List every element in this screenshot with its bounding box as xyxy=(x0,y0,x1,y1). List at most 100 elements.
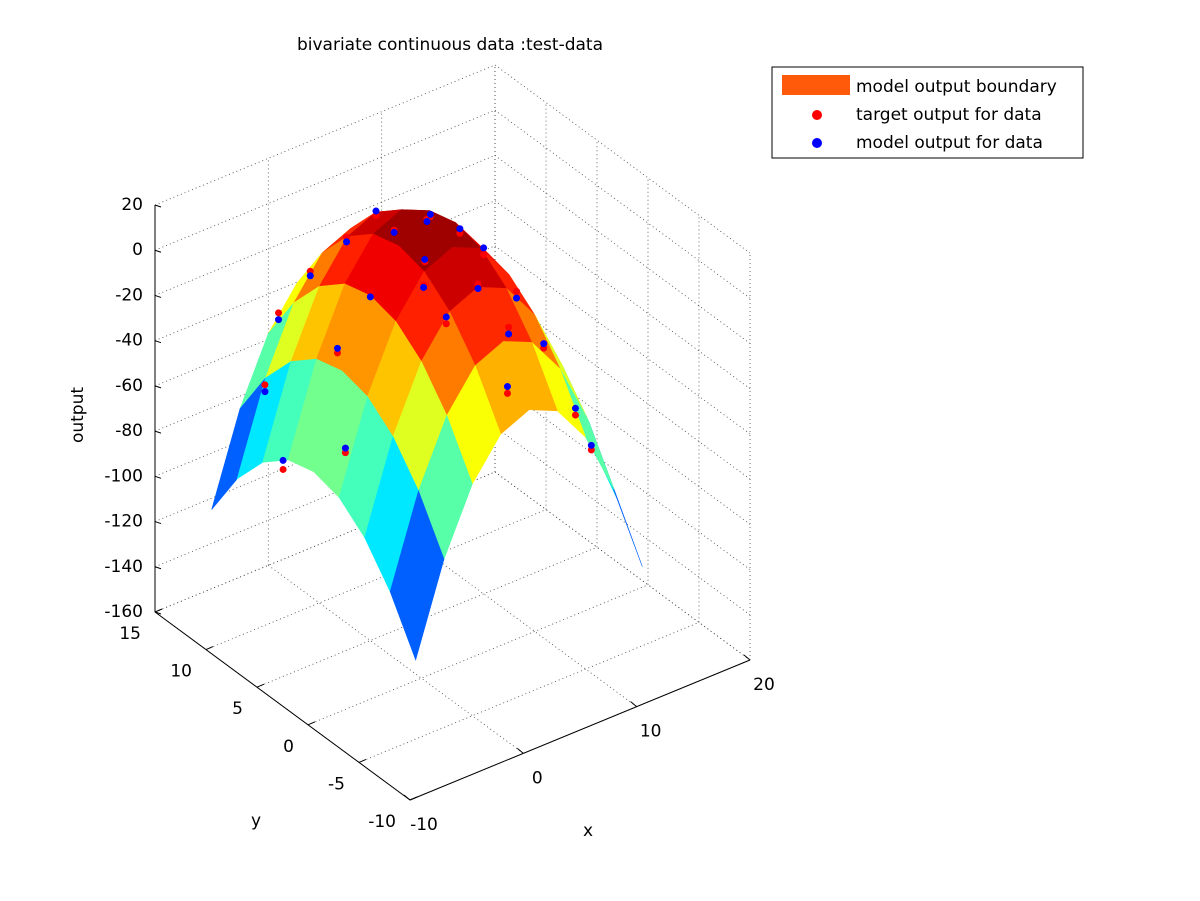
y-tick-label: 5 xyxy=(232,699,243,719)
x-tick-label: 0 xyxy=(532,768,543,788)
z-tick xyxy=(154,249,162,253)
data-point xyxy=(420,283,428,291)
z-tick-label: -100 xyxy=(104,466,143,486)
legend-marker xyxy=(812,138,822,148)
z-axis-label: output xyxy=(68,387,88,443)
z-tick xyxy=(154,430,162,434)
legend-label: target output for data xyxy=(856,105,1042,125)
data-point xyxy=(442,320,450,328)
x-tick-label: -10 xyxy=(410,815,438,835)
axes: -160-140-120-100-80-60-40-20020-10-50510… xyxy=(104,195,774,835)
y-tick xyxy=(256,683,265,688)
data-point xyxy=(366,293,374,301)
data-point xyxy=(505,330,513,338)
data-point xyxy=(513,294,521,302)
data-point xyxy=(571,404,579,412)
x-tick-label: 20 xyxy=(753,675,775,695)
legend-swatch xyxy=(782,75,850,95)
y-tick xyxy=(154,608,163,613)
z-tick-label: -120 xyxy=(104,512,143,532)
data-point xyxy=(275,309,283,317)
z-tick-label: -20 xyxy=(115,285,143,305)
z-tick xyxy=(154,475,162,479)
y-tick-label: 15 xyxy=(119,624,141,644)
points xyxy=(261,207,595,473)
data-point xyxy=(343,238,351,246)
data-point xyxy=(503,389,511,397)
data-point xyxy=(275,316,283,324)
x-tick-label: 10 xyxy=(640,722,662,742)
data-point xyxy=(571,411,579,419)
data-point xyxy=(474,285,482,292)
x-tick xyxy=(630,701,637,708)
z-grid-line xyxy=(494,245,751,435)
y-tick xyxy=(205,646,214,651)
data-point xyxy=(421,255,429,263)
z-tick-label: 20 xyxy=(121,195,143,215)
z-tick-label: -80 xyxy=(115,421,143,441)
data-point xyxy=(372,207,380,215)
z-grid-line xyxy=(494,381,751,570)
legend: model output boundary target output for d… xyxy=(771,66,1084,159)
y-axis-label: y xyxy=(251,811,261,831)
z-tick-label: 0 xyxy=(132,240,143,260)
z-grid-line xyxy=(494,64,751,254)
data-point xyxy=(442,313,450,321)
data-point xyxy=(456,225,464,233)
data-point xyxy=(540,340,548,348)
chart-title: bivariate continuous data :test-data xyxy=(297,35,603,55)
z-tick xyxy=(154,340,162,344)
z-tick xyxy=(154,385,162,389)
data-point xyxy=(333,344,341,352)
data-point xyxy=(480,244,488,252)
data-point xyxy=(480,251,488,259)
z-grid-line xyxy=(494,155,751,344)
z-grid-line xyxy=(494,200,751,389)
surface xyxy=(211,209,643,661)
y-axis xyxy=(154,611,411,801)
y-tick-label: 0 xyxy=(283,737,294,757)
z-tick-label: -60 xyxy=(115,376,143,396)
legend-label: model output boundary xyxy=(856,77,1057,97)
y-tick xyxy=(409,796,418,801)
data-point xyxy=(261,388,269,396)
z-tick xyxy=(154,294,162,298)
z-tick-label: -140 xyxy=(104,557,143,577)
legend-label: model output for data xyxy=(856,133,1043,153)
x-axis-label: x xyxy=(583,821,593,841)
data-point xyxy=(306,272,314,280)
y-tick xyxy=(307,721,316,726)
y-tick-label: 10 xyxy=(170,662,192,682)
data-point xyxy=(341,444,349,452)
x-grid-line xyxy=(494,471,751,661)
data-point xyxy=(261,381,269,389)
x-tick xyxy=(743,654,751,661)
data-point xyxy=(587,441,595,449)
x-axis xyxy=(409,659,751,801)
data-point xyxy=(505,323,513,331)
z-grid-line xyxy=(494,426,751,616)
x-tick xyxy=(403,794,411,801)
z-tick xyxy=(154,204,162,208)
data-point xyxy=(513,287,521,295)
y-tick xyxy=(358,758,367,763)
data-point xyxy=(279,465,287,473)
z-tick-label: -40 xyxy=(115,331,143,351)
z-tick xyxy=(154,566,162,570)
data-point xyxy=(390,228,398,236)
z-grid-line xyxy=(494,109,751,299)
surface-patch xyxy=(389,489,445,661)
y-tick-label: -10 xyxy=(368,812,396,832)
x-tick xyxy=(517,747,524,754)
data-point xyxy=(279,456,287,464)
y-tick-label: -5 xyxy=(328,774,345,794)
legend-marker xyxy=(812,110,822,120)
data-point xyxy=(426,210,434,218)
data-point xyxy=(503,383,511,391)
z-tick xyxy=(154,521,162,525)
z-tick-label: -160 xyxy=(104,602,143,622)
z-tick xyxy=(154,611,162,615)
data-point xyxy=(423,218,431,226)
